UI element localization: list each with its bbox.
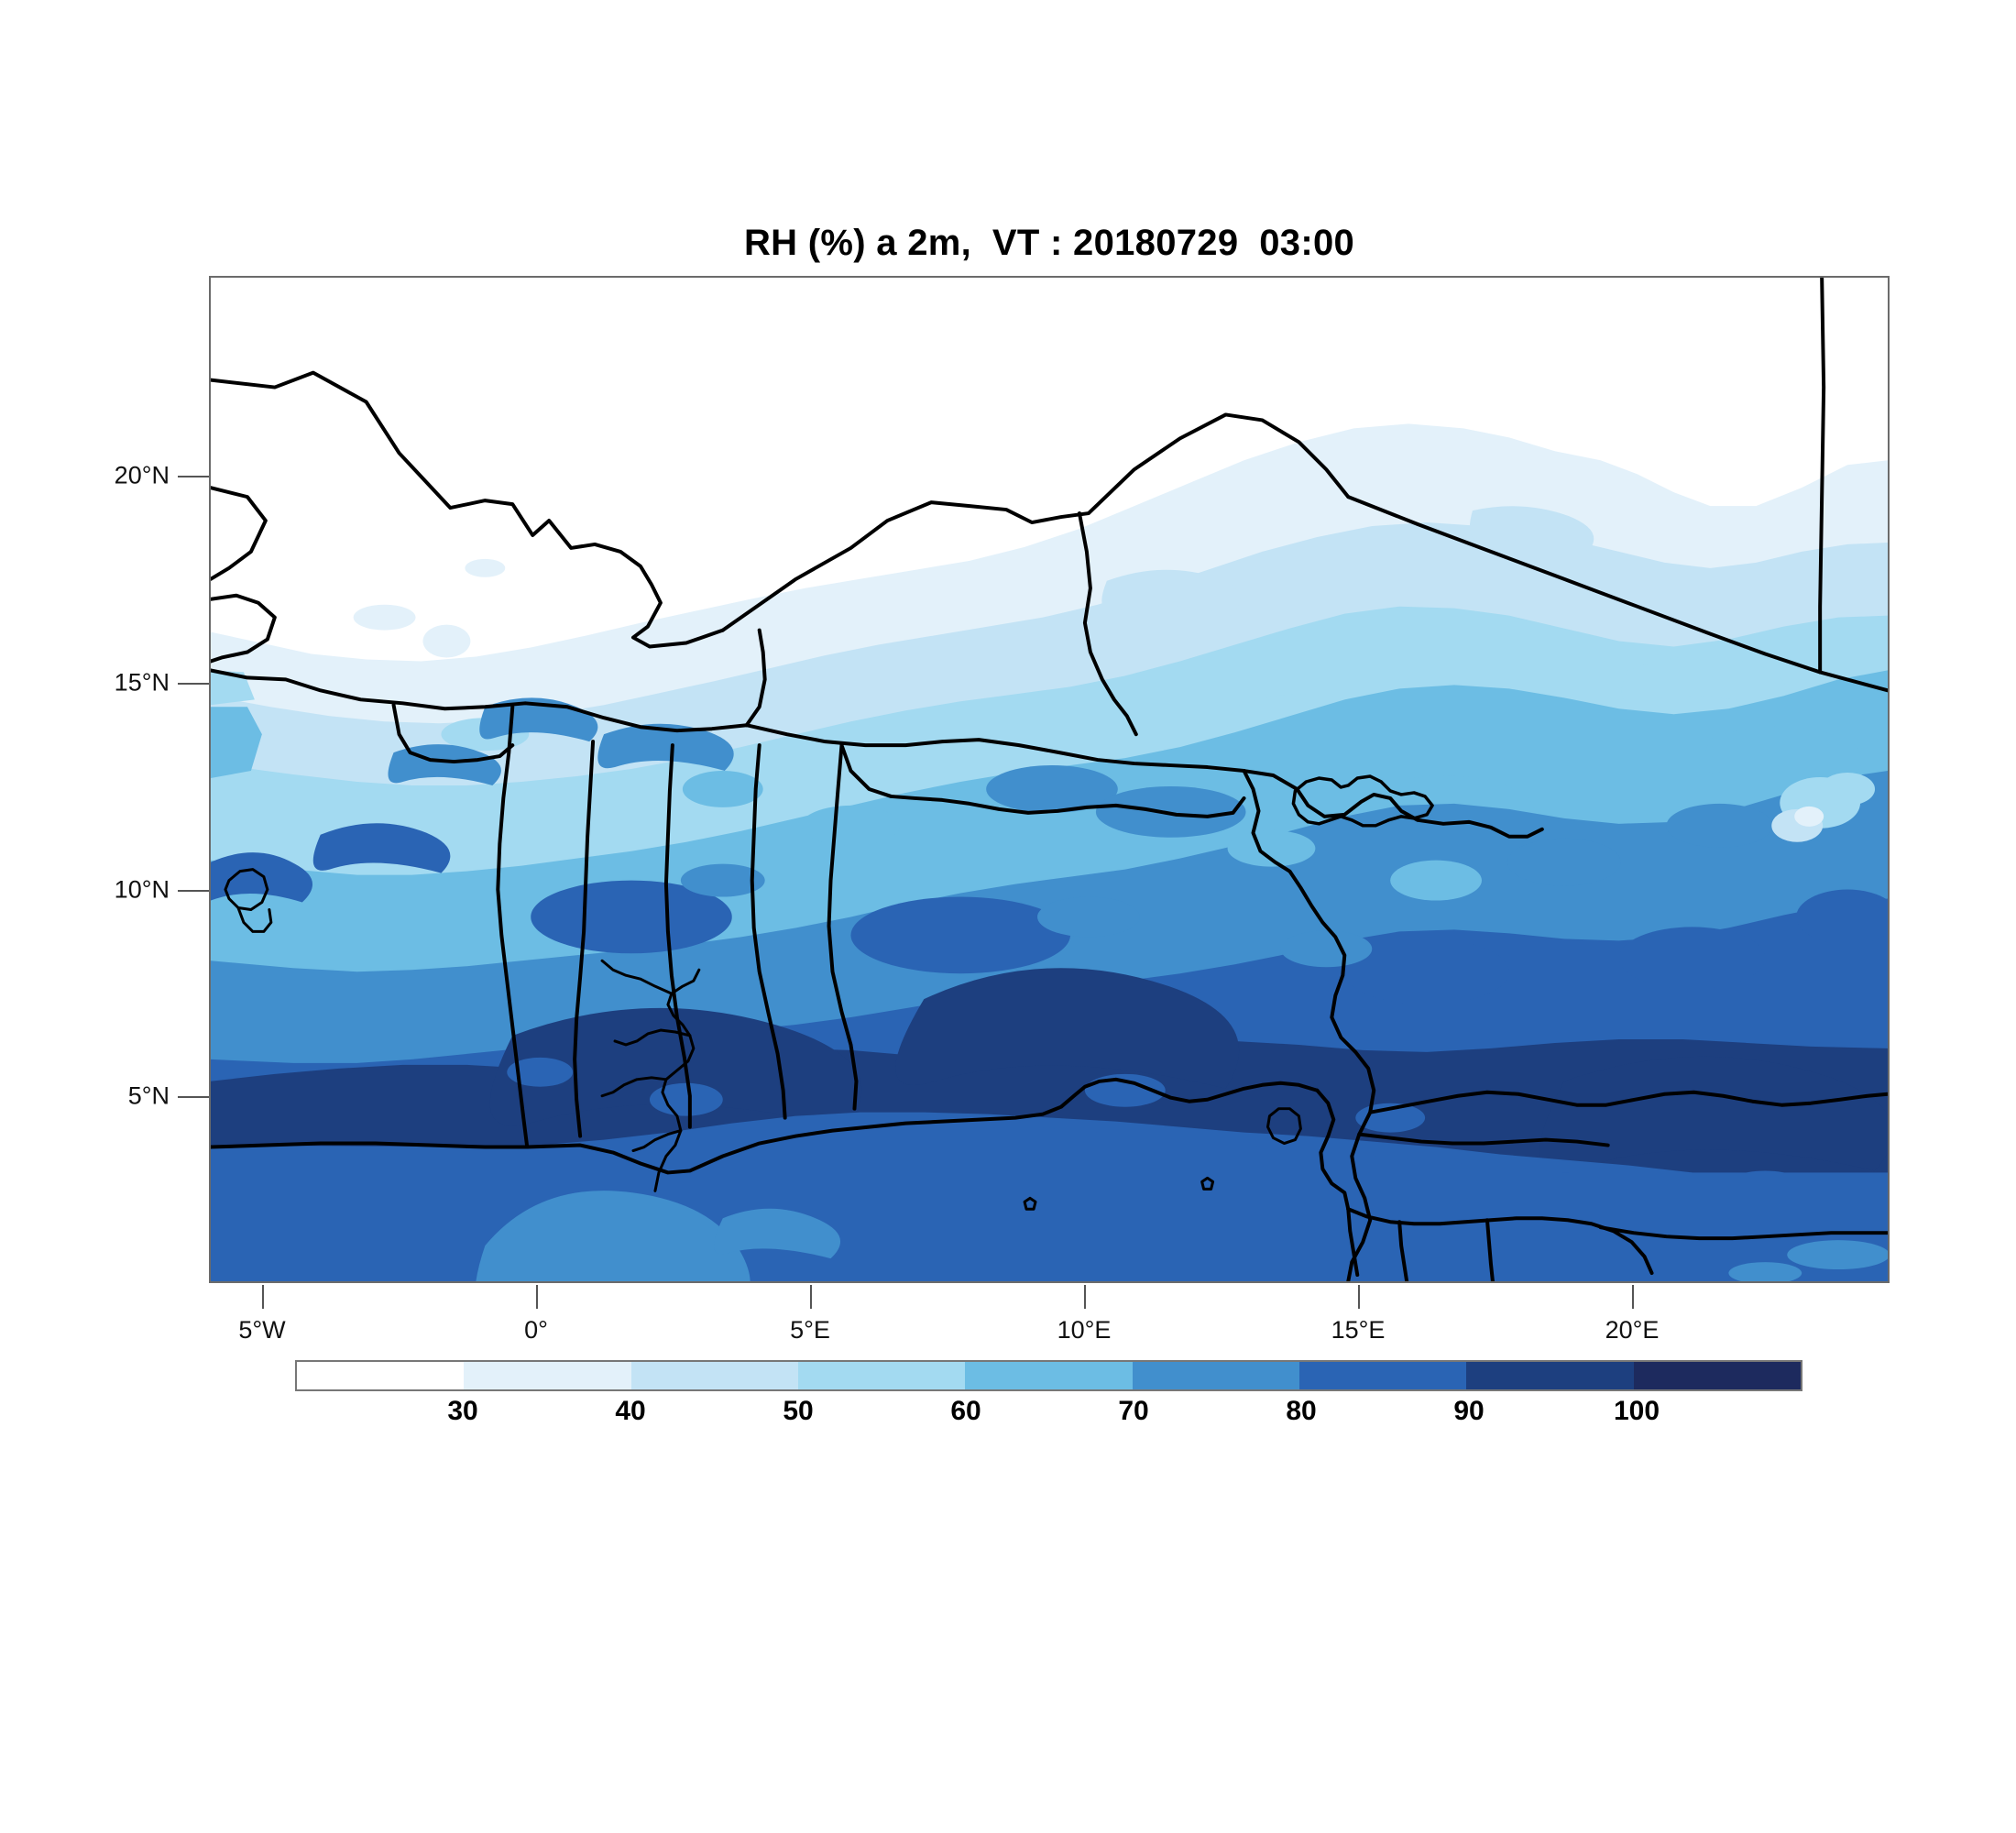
x-tick-label-10e: 10°E <box>1057 1316 1112 1344</box>
colorbar-tick-100: 100 <box>1613 1396 1660 1426</box>
map-plot-area[interactable] <box>209 276 1890 1283</box>
y-tick-mark-10n <box>178 890 209 892</box>
colorbar-tick-90: 90 <box>1453 1396 1485 1426</box>
y-tick-label-10n: 10°N <box>114 875 170 904</box>
y-tick-mark-5n <box>178 1096 209 1098</box>
colorbar-band-6 <box>1298 1362 1467 1389</box>
x-tick-label-5w: 5°W <box>238 1316 286 1344</box>
x-tick-label-15e: 15°E <box>1331 1316 1386 1344</box>
y-tick-label-5n: 5°N <box>127 1081 170 1110</box>
x-tick-mark-5e <box>810 1285 812 1309</box>
colorbar[interactable] <box>295 1360 1802 1391</box>
colorbar-band-0 <box>297 1362 465 1389</box>
x-tick-mark-10e <box>1084 1285 1086 1309</box>
x-tick-label-20e: 20°E <box>1605 1316 1660 1344</box>
x-tick-mark-5w <box>262 1285 264 1309</box>
page-title: RH (%) a 2m, VT : 20180729 03:00 <box>743 223 1355 263</box>
colorbar-band-5 <box>1132 1362 1299 1389</box>
colorbar-tick-50: 50 <box>783 1396 814 1426</box>
x-tick-mark-0 <box>536 1285 538 1309</box>
contour-map <box>211 278 1888 1281</box>
colorbar-band-7 <box>1466 1362 1634 1389</box>
colorbar-tick-30: 30 <box>447 1396 478 1426</box>
x-tick-label-0: 0° <box>524 1316 548 1344</box>
colorbar-band-4 <box>965 1362 1133 1389</box>
colorbar-band-3 <box>797 1362 966 1389</box>
colorbar-band-2 <box>630 1362 798 1389</box>
colorbar-band-8 <box>1633 1362 1801 1389</box>
y-tick-mark-15n <box>178 683 209 685</box>
x-tick-label-5e: 5°E <box>790 1316 830 1344</box>
y-tick-mark-20n <box>178 476 209 477</box>
colorbar-band-1 <box>464 1362 631 1389</box>
y-tick-label-20n: 20°N <box>114 461 170 489</box>
colorbar-tick-70: 70 <box>1118 1396 1149 1426</box>
x-tick-mark-20e <box>1632 1285 1634 1309</box>
colorbar-tick-60: 60 <box>950 1396 981 1426</box>
x-tick-mark-15e <box>1358 1285 1360 1309</box>
y-tick-label-15n: 15°N <box>114 668 170 697</box>
colorbar-tick-40: 40 <box>615 1396 646 1426</box>
colorbar-tick-80: 80 <box>1286 1396 1317 1426</box>
